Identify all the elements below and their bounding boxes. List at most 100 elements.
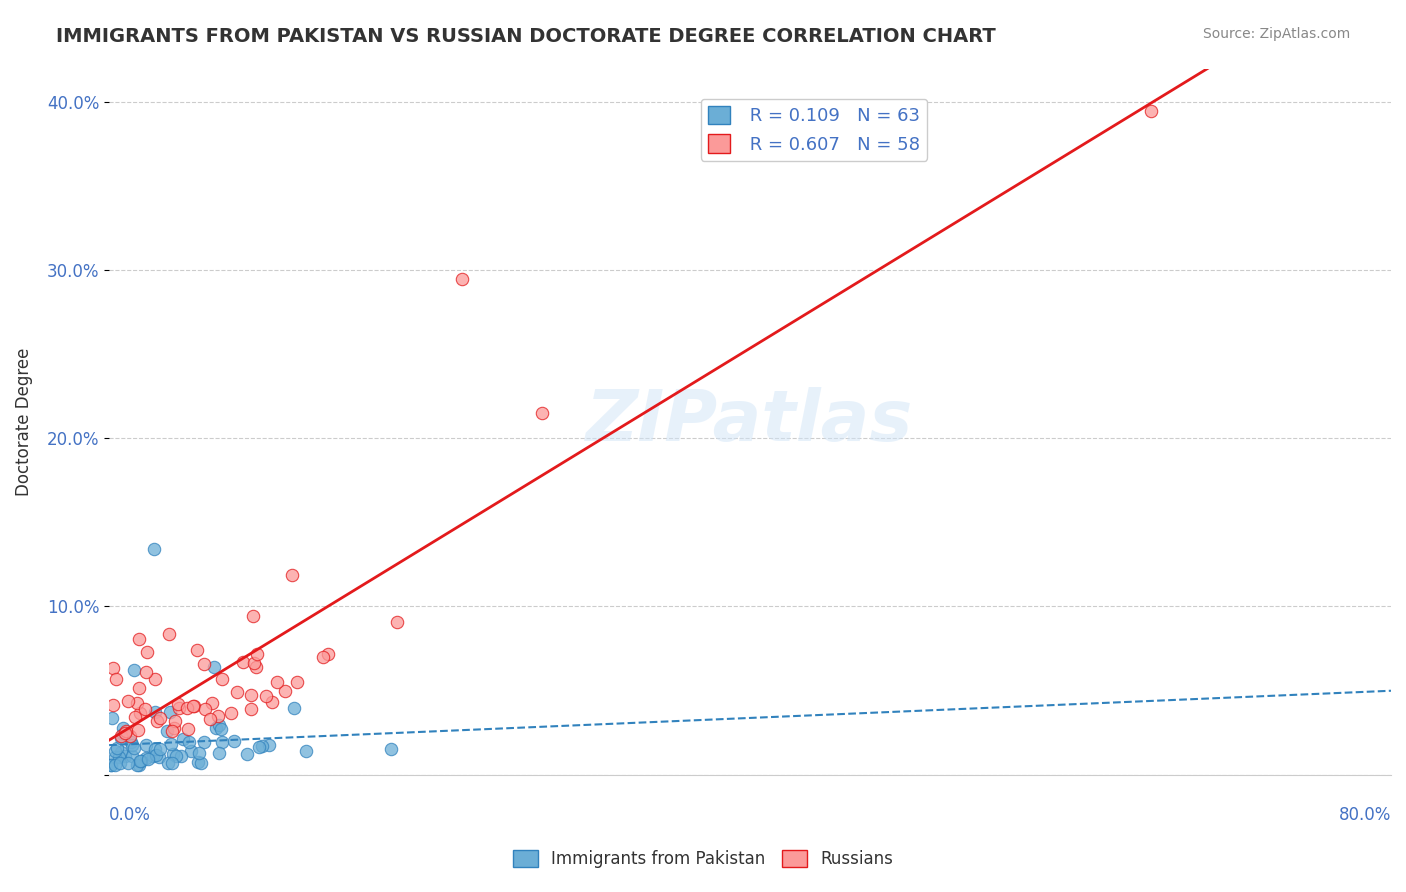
Point — [380, 741, 402, 756]
Point — [209, 722, 232, 736]
Point — [104, 749, 127, 764]
Point — [101, 710, 124, 724]
Point — [114, 748, 136, 763]
Point — [193, 734, 215, 748]
Point — [252, 739, 274, 753]
Point — [156, 756, 179, 771]
Point — [157, 627, 180, 641]
Point — [129, 754, 152, 768]
Point — [211, 735, 233, 749]
Point — [385, 615, 408, 629]
Point — [159, 737, 181, 751]
Point — [169, 701, 191, 715]
Point — [143, 742, 166, 756]
Text: Source: ZipAtlas.com: Source: ZipAtlas.com — [1202, 27, 1350, 41]
Point — [128, 681, 150, 696]
Point — [187, 756, 209, 770]
Point — [135, 751, 157, 765]
Point — [222, 734, 245, 748]
Point — [283, 700, 305, 714]
Point — [450, 271, 472, 285]
Text: ZIPatlas: ZIPatlas — [586, 387, 914, 456]
Point — [127, 723, 149, 737]
Point — [110, 731, 132, 745]
Point — [110, 729, 132, 743]
Point — [254, 690, 277, 704]
Point — [208, 747, 231, 761]
Point — [246, 647, 269, 661]
Point — [118, 729, 141, 743]
Point — [105, 740, 128, 755]
Point — [274, 684, 297, 698]
Point — [160, 724, 183, 739]
Point — [128, 757, 150, 772]
Point — [211, 672, 233, 686]
Point — [101, 661, 124, 675]
Point — [530, 406, 553, 420]
Point — [115, 723, 138, 738]
Point — [122, 664, 145, 678]
Point — [311, 649, 333, 664]
Point — [134, 702, 156, 716]
Point — [201, 696, 224, 710]
Point — [232, 655, 254, 669]
Point — [240, 701, 263, 715]
Point — [145, 747, 167, 762]
Point — [128, 706, 150, 721]
Point — [128, 632, 150, 647]
Text: 0.0%: 0.0% — [110, 806, 150, 824]
Point — [294, 744, 316, 758]
Point — [1139, 103, 1161, 118]
Point — [148, 750, 170, 764]
Point — [243, 657, 266, 671]
Legend:  R = 0.109   N = 63,  R = 0.607   N = 58: R = 0.109 N = 63, R = 0.607 N = 58 — [700, 99, 928, 161]
Point — [108, 756, 131, 770]
Point — [135, 665, 157, 679]
Point — [160, 756, 183, 770]
Point — [117, 694, 139, 708]
Point — [180, 744, 202, 758]
Point — [135, 738, 157, 752]
Text: IMMIGRANTS FROM PAKISTAN VS RUSSIAN DOCTORATE DEGREE CORRELATION CHART: IMMIGRANTS FROM PAKISTAN VS RUSSIAN DOCT… — [56, 27, 995, 45]
Point — [117, 756, 139, 770]
Point — [236, 747, 259, 762]
Point — [121, 738, 143, 752]
Point — [193, 657, 215, 671]
Point — [104, 672, 127, 686]
Point — [181, 699, 204, 714]
Point — [188, 747, 211, 761]
Point — [124, 710, 146, 724]
Point — [112, 727, 135, 741]
Point — [125, 757, 148, 772]
Point — [176, 701, 198, 715]
Point — [179, 734, 201, 748]
Point — [202, 659, 225, 673]
Point — [120, 735, 142, 749]
Point — [146, 714, 169, 728]
Point — [114, 725, 136, 739]
Point — [143, 542, 166, 557]
Point — [205, 721, 228, 735]
Y-axis label: Doctorate Degree: Doctorate Degree — [15, 347, 32, 496]
Point — [186, 643, 208, 657]
Point — [183, 698, 205, 713]
Point — [124, 740, 146, 755]
Point — [129, 754, 152, 768]
Point — [207, 709, 229, 723]
Point — [110, 745, 132, 759]
Point — [219, 706, 242, 720]
Point — [247, 739, 270, 754]
Point — [121, 749, 143, 764]
Point — [156, 723, 179, 738]
Point — [112, 722, 135, 736]
Point — [245, 659, 267, 673]
Point — [162, 747, 184, 761]
Point — [108, 750, 131, 764]
Point — [143, 672, 166, 686]
Point — [285, 674, 308, 689]
Point — [100, 758, 122, 772]
Point — [257, 738, 280, 752]
Point — [136, 752, 159, 766]
Point — [318, 647, 340, 661]
Point — [166, 698, 188, 712]
